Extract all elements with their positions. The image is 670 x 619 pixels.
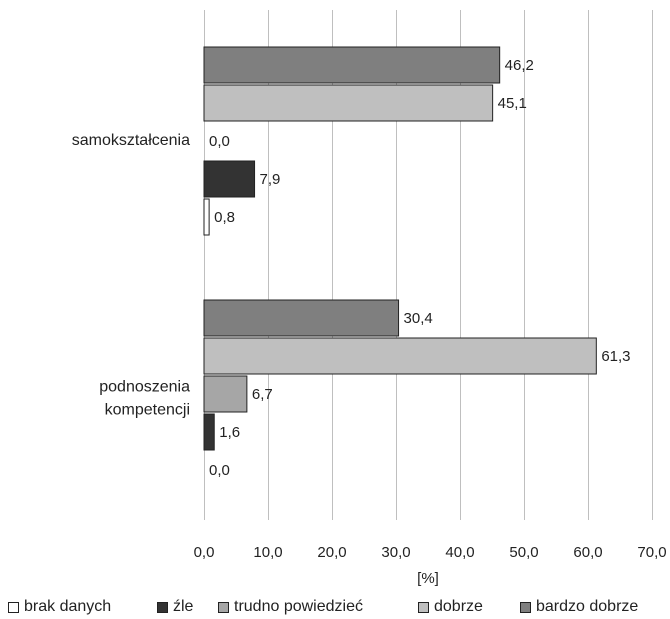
data-label: 7,9: [260, 171, 281, 188]
x-tick-label: 0,0: [194, 544, 215, 561]
legend-swatch: [218, 601, 229, 613]
legend-label: brak danych: [24, 598, 112, 615]
bar: [203, 299, 400, 337]
bar: [203, 160, 256, 198]
data-label: 0,0: [209, 462, 230, 479]
legend-label: źle: [173, 598, 194, 615]
x-tick-label: 40,0: [445, 544, 474, 561]
x-tick-label: 70,0: [637, 544, 666, 561]
data-label: 1,6: [219, 424, 240, 441]
category-label: samokształcenia: [72, 132, 190, 149]
legend-item: trudno powiedzieć: [218, 598, 363, 616]
bar: [203, 337, 597, 375]
x-tick-label: 30,0: [381, 544, 410, 561]
legend-swatch: [157, 601, 168, 613]
legend-label: trudno powiedzieć: [234, 598, 363, 615]
x-tick-label: 20,0: [317, 544, 346, 561]
category-label: podnoszenia: [99, 379, 190, 396]
x-tick-label: 60,0: [573, 544, 602, 561]
legend-label: dobrze: [434, 598, 483, 615]
data-label: 6,7: [252, 386, 273, 403]
x-tick-label: 50,0: [509, 544, 538, 561]
x-tick-label: 10,0: [253, 544, 282, 561]
legend-swatch: [8, 601, 19, 613]
data-label: 0,8: [214, 209, 235, 226]
legend-label: bardzo dobrze: [536, 598, 639, 615]
data-label: 45,1: [498, 95, 527, 112]
category-label: kompetencji: [105, 402, 190, 419]
legend-swatch: [418, 601, 429, 613]
bar-chart: 0,0 10,0 20,0 30,0 40,0 50,0 60,0 70,0 [%] 46,2 45…: [72, 10, 667, 587]
legend-swatch: [520, 601, 531, 613]
data-label: 46,2: [505, 57, 534, 74]
legend-item: bardzo dobrze: [520, 598, 638, 616]
x-axis-title: [%]: [417, 570, 439, 587]
legend-item: źle: [157, 598, 193, 616]
bar: [203, 198, 210, 236]
bar: [203, 46, 501, 84]
bar: [203, 84, 494, 122]
data-label: 30,4: [404, 310, 433, 327]
legend-item: brak danych: [8, 598, 111, 616]
data-label: 61,3: [601, 348, 630, 365]
legend: brak danych źle trudno powiedzieć dobrze bar…: [0, 598, 670, 618]
data-label: 0,0: [209, 133, 230, 150]
bar: [203, 413, 215, 451]
bar: [203, 375, 248, 413]
legend-item: dobrze: [418, 598, 483, 616]
